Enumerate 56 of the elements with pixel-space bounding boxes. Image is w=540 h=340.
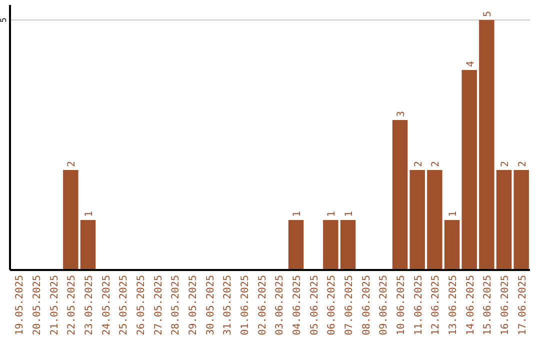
x-tick-label: 02.06.2025	[257, 275, 268, 336]
x-tick-label: 22.05.2025	[66, 275, 78, 336]
bar	[63, 170, 78, 270]
x-tick-label: 31.05.2025	[222, 275, 234, 336]
data-label: 2	[517, 160, 528, 167]
bar	[80, 220, 96, 270]
data-label: 2	[500, 160, 511, 167]
x-tick-label: 04.06.2025	[292, 275, 303, 336]
data-label: 1	[344, 210, 355, 217]
bar	[427, 170, 442, 270]
bar	[392, 120, 408, 270]
data-label: 2	[66, 160, 78, 167]
data-label: 4	[465, 60, 476, 67]
bar	[496, 170, 512, 270]
x-tick-label: 24.05.2025	[101, 275, 112, 336]
data-label: 1	[292, 210, 303, 217]
x-tick-label: 07.06.2025	[344, 275, 355, 336]
x-tick-label: 01.06.2025	[240, 275, 251, 336]
bar	[479, 20, 494, 270]
x-tick-label: 21.05.2025	[49, 275, 60, 336]
data-label: 3	[396, 110, 407, 117]
x-tick-label: 08.06.2025	[361, 275, 372, 336]
x-tick-label: 20.05.2025	[32, 275, 43, 336]
x-tick-label: 28.05.2025	[170, 275, 182, 336]
x-tick-label: 16.06.2025	[500, 275, 511, 336]
bar	[444, 220, 460, 270]
bar	[410, 170, 425, 270]
data-label: 1	[448, 210, 459, 217]
x-tick-label: 06.06.2025	[326, 275, 338, 336]
data-label: 1	[326, 210, 338, 217]
data-label: 2	[413, 160, 424, 167]
bar	[514, 170, 529, 270]
x-tick-label: 29.05.2025	[188, 275, 199, 336]
x-tick-label: 10.06.2025	[396, 275, 407, 336]
data-label: 5	[482, 10, 494, 17]
x-tick-label: 25.05.2025	[118, 275, 130, 336]
bar	[462, 70, 477, 270]
data-label: 1	[84, 210, 95, 217]
x-tick-label: 03.06.2025	[274, 275, 286, 336]
x-tick-label: 26.05.2025	[136, 275, 147, 336]
x-tick-label: 23.05.2025	[84, 275, 95, 336]
x-tick-label: 15.06.2025	[482, 275, 494, 336]
bar	[288, 220, 304, 270]
x-tick-label: 09.06.2025	[378, 275, 390, 336]
x-tick-label: 05.06.2025	[309, 275, 320, 336]
x-tick-label: 11.06.2025	[413, 275, 424, 336]
data-label: 2	[430, 160, 442, 167]
x-tick-label: 17.06.2025	[517, 275, 528, 336]
bar	[323, 220, 338, 270]
x-tick-label: 19.05.2025	[14, 275, 26, 336]
x-tick-label: 14.06.2025	[465, 275, 476, 336]
bar	[340, 220, 356, 270]
x-tick-label: 27.05.2025	[153, 275, 164, 336]
x-tick-label: 12.06.2025	[430, 275, 442, 336]
x-tick-label: 13.06.2025	[448, 275, 459, 336]
x-tick-label: 30.05.2025	[205, 275, 216, 336]
